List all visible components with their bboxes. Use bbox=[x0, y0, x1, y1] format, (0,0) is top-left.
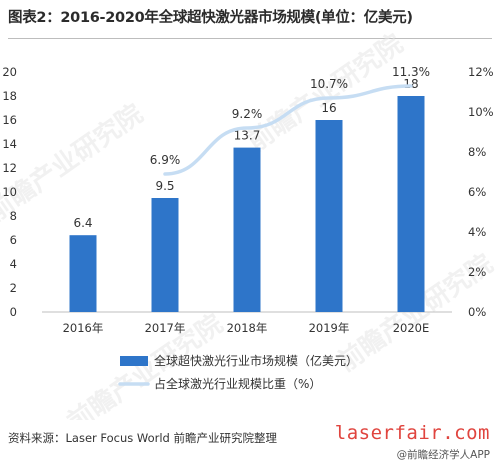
line-data-label: 10.7% bbox=[310, 77, 348, 91]
brand-logo-text: laserfair.com bbox=[334, 422, 490, 444]
legend-label-bar: 全球超快激光行业市场规模（亿美元） bbox=[154, 353, 358, 368]
y-left-tick-label: 4 bbox=[10, 257, 17, 271]
x-tick-label: 2018年 bbox=[227, 321, 268, 335]
watermark-text-0: 前瞻产业研究院 bbox=[0, 98, 149, 228]
bar-data-label: 13.7 bbox=[234, 129, 261, 143]
y-right-tick-label: 4% bbox=[468, 225, 486, 239]
title-divider bbox=[8, 38, 492, 39]
legend-label-line: 占全球激光行业规模比重（%） bbox=[154, 376, 321, 391]
y-right-tick-label: 0% bbox=[468, 305, 486, 319]
bar bbox=[315, 120, 343, 312]
line-data-label: 9.2% bbox=[232, 107, 263, 121]
x-tick-label: 2019年 bbox=[309, 321, 350, 335]
bar-data-label: 6.4 bbox=[73, 216, 92, 230]
chart-title: 图表2：2016-2020年全球超快激光器市场规模(单位：亿美元) bbox=[8, 10, 413, 26]
bar-data-label: 18 bbox=[403, 77, 418, 91]
bar-data-label: 9.5 bbox=[155, 179, 174, 193]
y-left-tick-label: 16 bbox=[2, 113, 17, 127]
y-left-tick-label: 6 bbox=[10, 233, 17, 247]
y-left-tick-label: 2 bbox=[10, 281, 17, 295]
y-left-tick-label: 12 bbox=[2, 161, 17, 175]
y-left-tick-label: 8 bbox=[10, 209, 17, 223]
x-tick-label: 2020E bbox=[393, 321, 430, 335]
y-left-tick-label: 10 bbox=[2, 185, 17, 199]
line-data-label: 11.3% bbox=[392, 65, 430, 79]
bar bbox=[233, 147, 261, 312]
x-tick-label: 2017年 bbox=[145, 321, 186, 335]
line-data-label: 6.9% bbox=[150, 153, 181, 167]
x-tick-label: 2016年 bbox=[63, 321, 104, 335]
y-right-tick-label: 2% bbox=[468, 265, 486, 279]
y-left-tick-label: 18 bbox=[2, 89, 17, 103]
bar bbox=[69, 235, 97, 312]
y-right-tick-label: 12% bbox=[468, 65, 494, 79]
y-left-tick-label: 14 bbox=[2, 137, 17, 151]
legend-swatch-bar bbox=[120, 356, 148, 366]
y-right-tick-label: 8% bbox=[468, 145, 486, 159]
y-right-tick-label: 6% bbox=[468, 185, 486, 199]
bar bbox=[151, 198, 179, 312]
series-line-share bbox=[163, 84, 413, 176]
y-left-tick-label: 20 bbox=[2, 65, 17, 79]
y-left-tick-label: 0 bbox=[10, 305, 17, 319]
source-note: 资料来源：Laser Focus World 前瞻产业研究院整理 bbox=[8, 431, 278, 445]
brand-app-credit: @前瞻经济学人APP bbox=[396, 449, 490, 461]
bar bbox=[397, 96, 425, 312]
bar-data-label: 16 bbox=[321, 101, 336, 115]
y-right-tick-label: 10% bbox=[468, 105, 494, 119]
